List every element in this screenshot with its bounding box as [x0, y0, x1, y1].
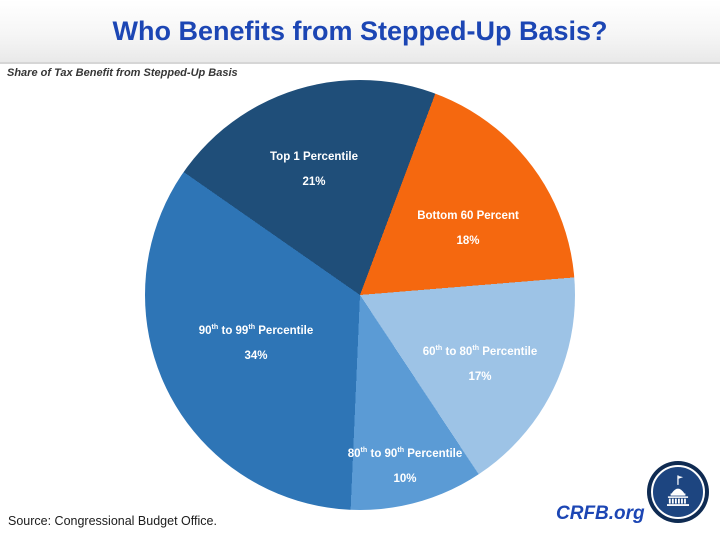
- pie-chart: [145, 80, 575, 510]
- crfb-logo: [647, 461, 709, 523]
- crfb-wordmark: CRFB.org: [556, 503, 645, 524]
- page-title: Who Benefits from Stepped-Up Basis?: [112, 15, 608, 46]
- header-band: Who Benefits from Stepped-Up Basis?: [0, 0, 720, 64]
- capitol-dome-icon: [666, 475, 690, 506]
- crfb-logo-ring: [651, 465, 705, 519]
- source-text: Source: Congressional Budget Office.: [8, 514, 217, 528]
- chart-subtitle: Share of Tax Benefit from Stepped-Up Bas…: [7, 67, 238, 79]
